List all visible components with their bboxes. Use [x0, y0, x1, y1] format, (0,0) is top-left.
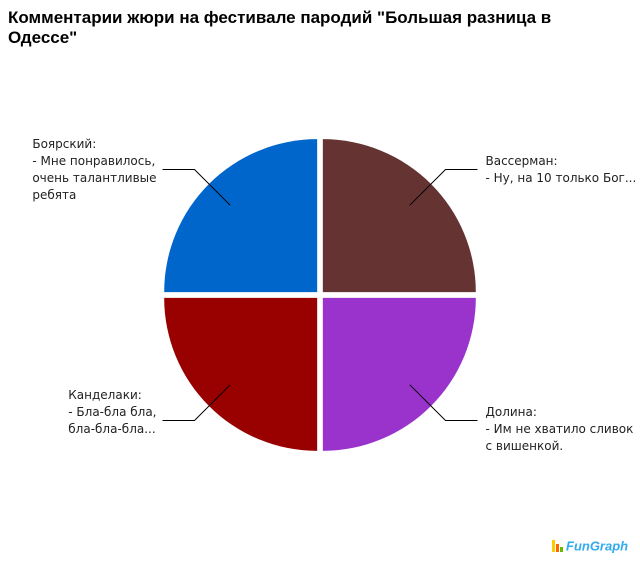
pie-slice	[164, 139, 318, 293]
slice-label: - Бла-бла бла,	[68, 405, 156, 419]
watermark: FunGraph	[566, 538, 628, 553]
slice-label: Вассерман:	[485, 154, 557, 168]
slice-label: - Ну, на 10 только Бог...	[485, 171, 636, 185]
logo-bar	[552, 540, 555, 552]
logo-bar	[560, 547, 563, 552]
slice-label: бла-бла-бла...	[68, 422, 155, 436]
leader-line	[409, 169, 478, 206]
pie-slice	[322, 139, 476, 293]
leader-line	[162, 384, 231, 421]
slice-label: с вишенкой.	[485, 439, 563, 453]
chart-title: Комментарии жюри на фестивале пародий "Б…	[8, 8, 552, 47]
slice-label: - Им не хватило сливок	[485, 422, 633, 436]
pie-slice	[164, 297, 318, 451]
slice-label: ребята	[32, 188, 76, 202]
slice-label: - Мне понравилось,	[32, 154, 155, 168]
pie-slice	[322, 297, 476, 451]
leader-line	[409, 384, 478, 421]
slice-label: Боярский:	[32, 137, 96, 151]
slice-label: Долина:	[485, 405, 536, 419]
slice-label: Канделаки:	[68, 388, 142, 402]
leader-line	[162, 169, 231, 206]
slice-label: очень талантливые	[32, 171, 156, 185]
logo-bar	[556, 544, 559, 552]
